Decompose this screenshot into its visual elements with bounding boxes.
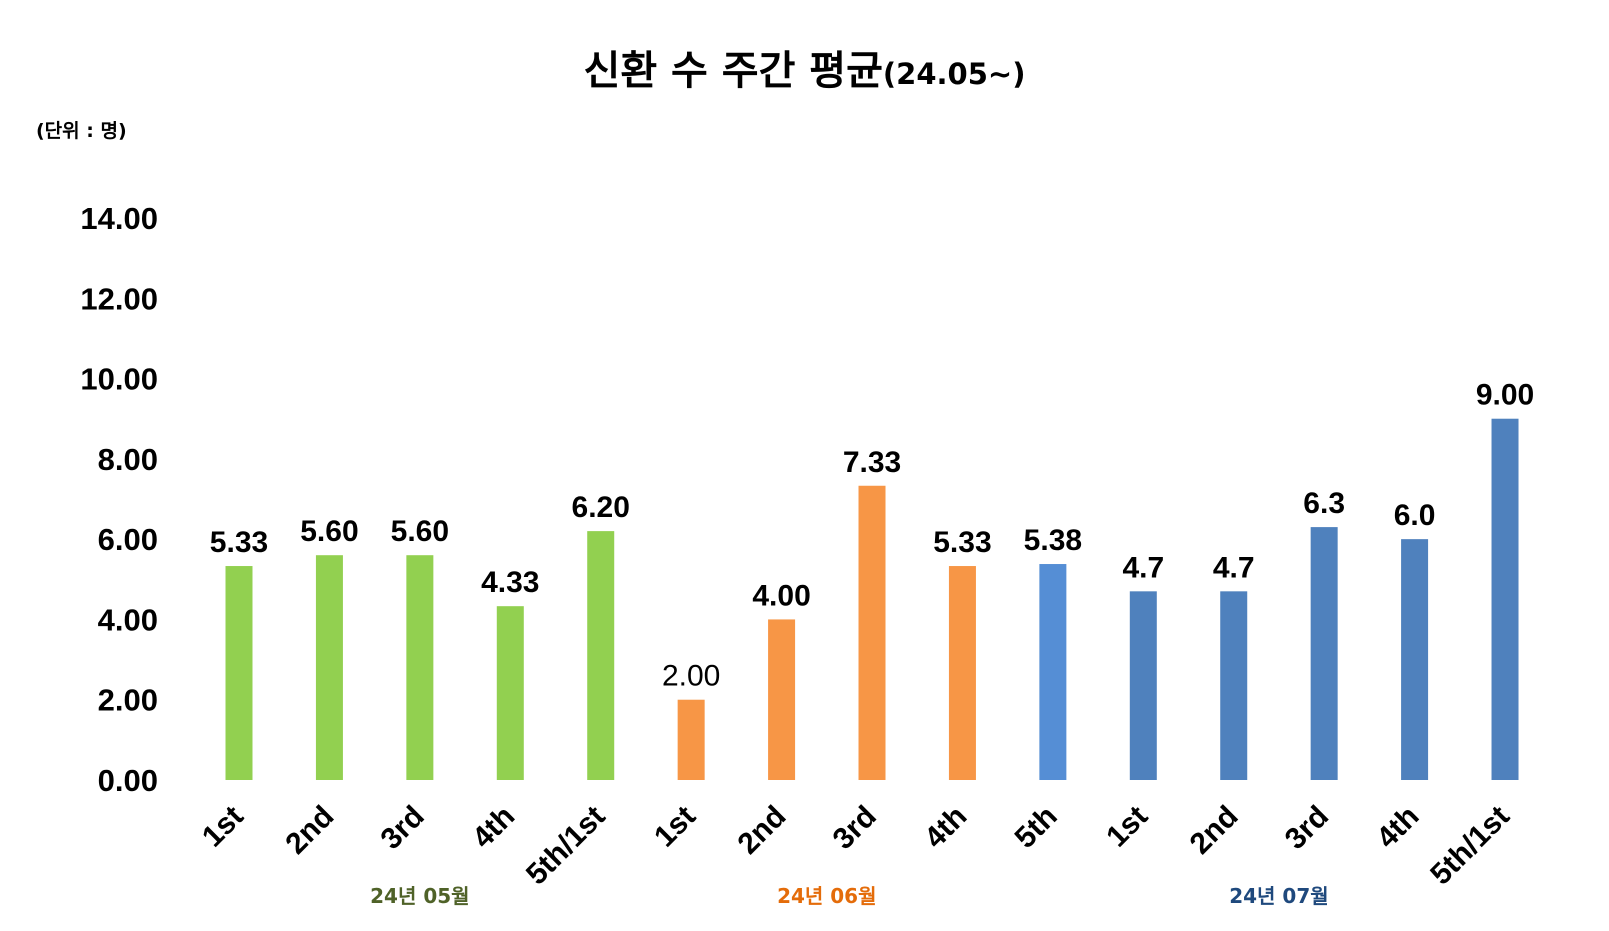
bar xyxy=(858,485,886,780)
data-label: 7.33 xyxy=(843,446,901,479)
x-tick-label: 4th xyxy=(1370,800,1425,855)
data-label: 2.00 xyxy=(662,660,720,693)
x-tick-label: 4th xyxy=(918,800,973,855)
group-label-may: 24년 05월 xyxy=(370,884,470,908)
bar xyxy=(1220,591,1248,780)
x-tick-label: 5th xyxy=(1009,800,1064,855)
y-tick-label: 14.00 xyxy=(80,201,158,236)
x-tick-label: 2nd xyxy=(1184,800,1245,861)
x-tick-label: 5th/1st xyxy=(1424,800,1516,892)
unit-label: (단위 : 명) xyxy=(36,120,127,142)
y-tick-label: 2.00 xyxy=(98,683,158,718)
group-label-june: 24년 06월 xyxy=(777,884,877,908)
bar xyxy=(1039,564,1067,780)
bar xyxy=(225,566,253,780)
data-label: 4.7 xyxy=(1122,551,1164,584)
bar xyxy=(587,531,615,780)
bar xyxy=(948,566,976,780)
data-label: 4.7 xyxy=(1213,551,1255,584)
bar xyxy=(1310,527,1338,780)
y-tick-label: 10.00 xyxy=(80,362,158,397)
chart-title-main: 신환 수 주간 평균 xyxy=(583,48,883,94)
x-tick-label: 3rd xyxy=(827,800,883,856)
y-tick-label: 6.00 xyxy=(98,522,158,557)
bar xyxy=(496,606,524,780)
chart-title: 신환 수 주간 평균(24.05~) xyxy=(0,38,1609,96)
x-tick-label: 2nd xyxy=(279,800,340,861)
x-tick-label: 3rd xyxy=(374,800,430,856)
x-tick-label: 1st xyxy=(1100,800,1154,854)
bar xyxy=(406,555,434,780)
data-label: 6.20 xyxy=(572,491,630,524)
x-tick-label: 1st xyxy=(196,800,250,854)
x-tick-label: 3rd xyxy=(1279,800,1335,856)
bar xyxy=(1129,591,1157,780)
x-tick-label: 5th/1st xyxy=(520,800,612,892)
chart-title-suffix: (24.05~) xyxy=(882,57,1026,91)
data-label: 5.60 xyxy=(391,515,449,548)
data-label: 9.00 xyxy=(1476,379,1534,412)
y-tick-label: 8.00 xyxy=(98,442,158,477)
y-tick-label: 0.00 xyxy=(98,763,158,798)
bar xyxy=(315,555,343,780)
data-label: 4.00 xyxy=(752,579,810,612)
data-label: 5.60 xyxy=(300,515,358,548)
y-tick-label: 4.00 xyxy=(98,602,158,637)
bar xyxy=(1491,418,1519,780)
x-tick-label: 1st xyxy=(648,800,702,854)
x-tick-label: 4th xyxy=(466,800,521,855)
data-label: 5.33 xyxy=(933,526,991,559)
data-label: 6.0 xyxy=(1394,499,1436,532)
bar xyxy=(768,619,796,780)
data-label: 5.38 xyxy=(1024,524,1082,557)
data-label: 5.33 xyxy=(210,526,268,559)
bar xyxy=(1401,539,1429,780)
bar xyxy=(677,699,705,780)
y-tick-label: 12.00 xyxy=(80,281,158,316)
x-tick-label: 2nd xyxy=(731,800,792,861)
group-label-july: 24년 07월 xyxy=(1229,884,1329,908)
data-label: 4.33 xyxy=(481,566,539,599)
data-label: 6.3 xyxy=(1303,487,1345,520)
